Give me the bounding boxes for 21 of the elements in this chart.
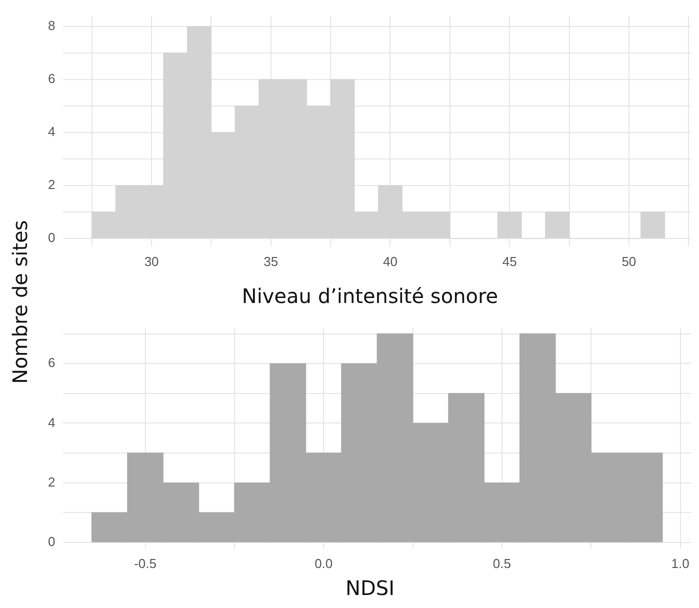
y-tick-label: 0	[48, 534, 56, 550]
x-tick-label: 0.0	[314, 556, 333, 571]
x-tick-label: 40	[383, 254, 398, 269]
y-axis-title: Nombre de sites	[8, 219, 32, 386]
y-tick-label: 4	[48, 414, 56, 430]
x-tick-label: 45	[502, 254, 517, 269]
x-tick-label: 30	[144, 254, 159, 269]
y-tick-label: 6	[48, 70, 56, 86]
y-tick-label: 8	[48, 18, 56, 33]
y-tick-label: 2	[48, 177, 56, 192]
x-tick-label: 35	[264, 254, 278, 269]
x-tick-label: 0.5	[492, 556, 511, 571]
y-tick-label: 4	[48, 124, 56, 140]
x-tick-label: 50	[622, 254, 636, 269]
x-axis-title: NDSI	[344, 576, 396, 600]
y-tick-label: 0	[48, 230, 56, 246]
x-tick-label: -0.5	[134, 556, 156, 571]
x-tick-label: 1.0	[671, 556, 690, 571]
y-tick-label: 6	[48, 355, 56, 370]
x-axis-title: Niveau d’intensité sonore	[240, 284, 500, 308]
y-tick-label: 2	[48, 474, 56, 490]
